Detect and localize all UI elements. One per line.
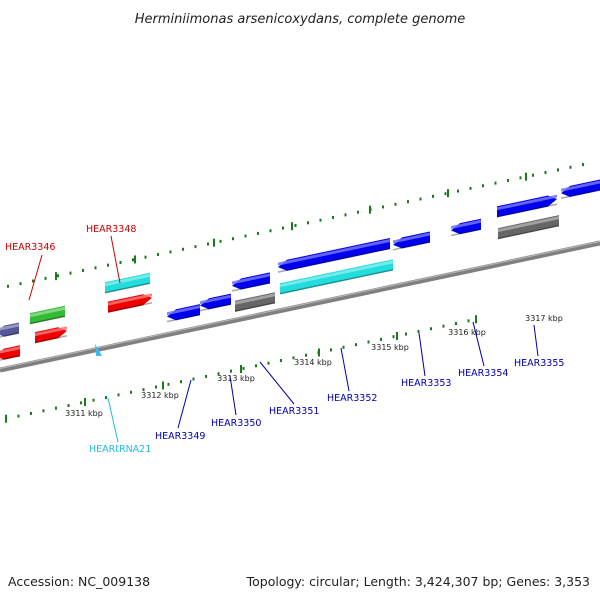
gene-arrow-shine	[108, 293, 152, 306]
scale-tick-label: 3317 kbp	[525, 314, 563, 323]
gene-label: HEARtRNA21	[89, 444, 151, 455]
gene-arrow-shine	[105, 273, 150, 287]
gene-label: HEAR3349	[155, 431, 205, 442]
gene-arrow-shadow	[34, 335, 68, 344]
gene-arrow-shine	[0, 346, 20, 354]
gene-arrow-shine	[30, 306, 65, 318]
gene-arrow-shadow	[166, 313, 201, 323]
gene-arrow-shadow	[279, 269, 394, 295]
gene-label-leader	[533, 324, 539, 357]
gene-arrow-shine	[235, 293, 275, 305]
gene-arrow-shine	[393, 232, 430, 244]
gene-arrow-shadow	[199, 303, 232, 312]
gene-arrow-shine	[497, 194, 557, 211]
gene-arrow-shine	[232, 273, 270, 285]
gene-label-leader	[259, 361, 295, 405]
topology-label: Topology: circular; Length: 3,424,307 bp…	[246, 574, 590, 589]
gene-label: HEAR3351	[269, 406, 319, 417]
gene-arrow-shine	[200, 294, 231, 305]
gene-label: HEAR3355	[514, 358, 564, 369]
gene-arrow-shine	[0, 323, 19, 331]
scale-tick-label: 3311 kbp	[65, 409, 103, 418]
gene-label: HEAR3350	[211, 418, 261, 429]
gene-arrow-shadow	[496, 203, 558, 218]
gene-arrow-shadow	[0, 332, 20, 338]
gene-arrow-shine	[498, 216, 559, 233]
gene-arrow-shine	[278, 238, 390, 266]
gene-arrow-shadow	[560, 189, 600, 199]
gene-arrow-shadow	[392, 241, 431, 251]
gene-arrow-shadow	[29, 315, 66, 325]
gene-arrow-shine	[561, 180, 600, 192]
gene-label-leader	[177, 379, 192, 429]
genome-tracks: 3311 kbp 3312 kbp 3313 kbp 3314 kbp 3315 kbp…	[0, 163, 600, 455]
gene-arrow	[108, 294, 152, 313]
scale-tick-label: 3315 kbp	[371, 343, 409, 352]
scale-tick-label: 3312 kbp	[141, 391, 179, 400]
gene-label: HEAR3346	[5, 242, 55, 253]
gene-arrow-shadow	[277, 247, 391, 273]
gene-arrow-shadow	[450, 228, 482, 237]
genome-backbone-highlight	[0, 241, 600, 369]
gene-arrow	[497, 195, 557, 218]
trna-gene-arrow	[95, 343, 102, 356]
gene-label-leader	[107, 397, 119, 443]
gene-arrow-shine	[167, 305, 200, 316]
scale-tick-label: 3313 kbp	[217, 374, 255, 383]
gene-label: HEAR3354	[458, 368, 508, 379]
accession-label: Accession: NC_009138	[8, 574, 150, 589]
gene-arrow-shadow	[0, 355, 21, 361]
gene-arrow-shadow	[104, 282, 151, 294]
gene-label-leader	[28, 254, 43, 301]
gene-label: HEAR3352	[327, 393, 377, 404]
gene-label-leader	[229, 375, 237, 416]
gene-label: HEAR3348	[86, 224, 136, 235]
gene-arrow-shadow	[231, 282, 271, 292]
gene-arrow-shadow	[234, 302, 276, 312]
gene-label-leader	[472, 321, 485, 367]
scale-tick-label: 3316 kbp	[448, 328, 486, 337]
gene-label-leader	[340, 347, 350, 392]
gene-arrow-shadow	[107, 302, 153, 313]
gene-label-leader	[418, 332, 426, 377]
gene-arrow-shadow	[497, 224, 560, 240]
genome-backbone	[0, 240, 600, 373]
gene-arrow-shine	[35, 326, 67, 337]
gene-label-leader	[110, 235, 121, 284]
scale-tick-label: 3314 kbp	[294, 358, 332, 367]
gene-arrow	[35, 327, 67, 344]
map-title: Herminiimonas arsenicoxydans, complete g…	[135, 12, 465, 27]
gene-arrow-shine	[280, 260, 393, 288]
gene-arrow-shine	[451, 219, 481, 230]
gene-label: HEAR3353	[401, 378, 451, 389]
